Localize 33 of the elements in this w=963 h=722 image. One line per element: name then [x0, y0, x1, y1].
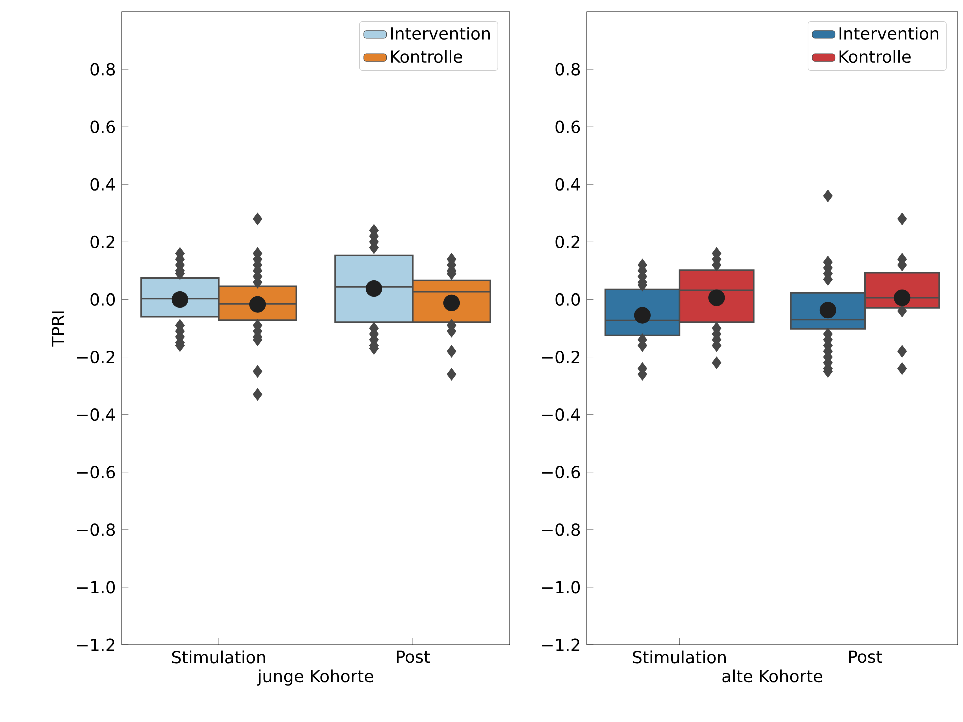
legend-label: Intervention — [391, 27, 490, 40]
y-tick-label: −0.4 — [77, 408, 116, 422]
y-tick-label: −0.8 — [542, 524, 580, 536]
y-tick-label: −1.0 — [542, 581, 580, 594]
y-tick-label: 0.6 — [90, 120, 116, 134]
y-tick-label: 0.4 — [556, 178, 580, 191]
y-tick-label: 0.0 — [556, 293, 580, 306]
y-tick-label: −0.2 — [77, 350, 115, 364]
y-tick-label: 0.2 — [90, 236, 115, 248]
legend-label: Kontrolle — [840, 50, 911, 64]
y-tick-label: 0.6 — [556, 120, 580, 134]
x-tick-label: Post — [849, 650, 882, 664]
y-axis-title: TPRI — [52, 312, 64, 347]
y-tick-label: −0.2 — [542, 350, 580, 364]
x-tick-label: Stimulation — [633, 650, 726, 664]
y-tick-label: 0.8 — [556, 63, 580, 76]
y-tick-label: −0.8 — [77, 524, 116, 536]
x-axis-title: alte Kohorte — [722, 670, 822, 683]
legend-label: Intervention — [840, 27, 939, 40]
y-tick-label: −1.2 — [542, 638, 580, 652]
x-tick-label: Post — [397, 650, 430, 664]
y-tick-label: −0.6 — [542, 466, 580, 479]
y-tick-label: 0.8 — [90, 63, 116, 76]
y-tick-label: 0.4 — [90, 178, 116, 191]
legend-label: Kontrolle — [391, 50, 462, 64]
y-tick-label: 0.2 — [556, 236, 580, 248]
y-tick-label: −0.6 — [77, 466, 116, 479]
y-tick-label: 0.0 — [90, 293, 116, 306]
x-axis-title: junge Kohorte — [257, 670, 374, 686]
y-tick-label: −0.4 — [542, 408, 580, 422]
y-tick-label: −1.2 — [77, 638, 115, 652]
x-tick-label: Stimulation — [172, 650, 266, 664]
y-tick-label: −1.0 — [77, 581, 116, 594]
